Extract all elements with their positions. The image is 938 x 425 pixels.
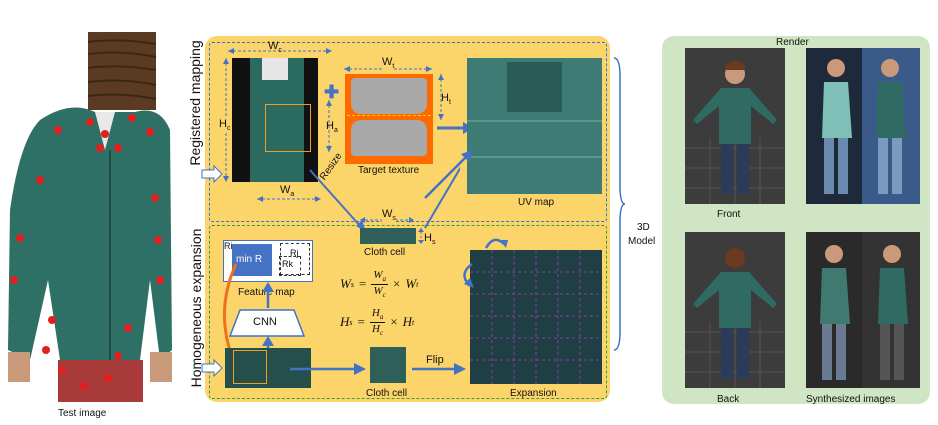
cnn-block	[228, 309, 306, 337]
front-caption: Front	[717, 209, 741, 220]
cloth-cell-bottom-caption: Cloth cell	[366, 388, 408, 399]
selected-region-box	[233, 350, 267, 384]
cloth-cell-bottom-image	[370, 347, 406, 383]
input-arrows	[201, 164, 223, 378]
ri-label: Ri	[224, 241, 233, 251]
cnn-to-feature-arrow	[262, 282, 274, 308]
feature-map-caption: Feature map	[238, 287, 295, 298]
uv-map-image	[467, 58, 602, 194]
hc-label: Hc	[219, 118, 231, 133]
rk-box	[279, 256, 301, 276]
back-avatar	[685, 248, 785, 388]
keypoint-markers	[10, 114, 164, 390]
test-image-caption: Test image	[58, 408, 107, 419]
wc-label: Wc	[268, 40, 282, 55]
target-texture-image	[345, 74, 433, 164]
wa-dimension-arrow	[257, 196, 321, 202]
back-caption: Back	[717, 394, 740, 405]
registered-mapping-box	[209, 42, 607, 222]
arrow-cell-to-uv	[424, 150, 473, 199]
region-a-box	[265, 104, 311, 152]
ht-dimension-arrow	[438, 74, 444, 120]
expansion-image	[470, 250, 602, 384]
cloth-cell-top-caption: Cloth cell	[364, 247, 406, 258]
synth-caption: Synthesized images	[806, 394, 896, 405]
synth-image-1	[806, 48, 862, 204]
test-image	[0, 30, 175, 402]
cnn-label: CNN	[253, 316, 277, 328]
hoodie-crop-image	[232, 58, 318, 182]
strip-to-cell-arrow	[290, 363, 366, 375]
target-texture-caption: Target texture	[358, 165, 420, 176]
hoodie-person-illustration	[8, 32, 172, 402]
ws-label: Ws	[382, 208, 396, 223]
render-title: Render	[776, 37, 809, 48]
plus-icon: ✚	[324, 82, 340, 102]
ht-label: Ht	[441, 92, 451, 107]
ha-label: Ha	[326, 120, 338, 135]
wa-label: Wa	[280, 184, 295, 199]
uv-map-caption: UV map	[518, 197, 555, 208]
hs-dimension-arrow	[418, 228, 424, 244]
expansion-caption: Expansion	[510, 388, 557, 399]
rj-box	[280, 243, 310, 275]
rotate-arrow-top	[484, 238, 508, 249]
synth-avatar-1	[822, 59, 852, 194]
min-r-label: min R	[236, 254, 263, 265]
synth-image-2	[862, 48, 920, 204]
expansion-grid	[470, 250, 602, 384]
synth-avatar-4	[878, 245, 908, 380]
model-label-line1: 3D	[637, 222, 650, 233]
cloth-cell-top-image	[360, 228, 416, 244]
right-brace	[613, 57, 626, 351]
cell-to-expansion-arrow	[412, 363, 466, 375]
flip-label: Flip	[426, 354, 444, 366]
synth-image-4	[862, 232, 920, 388]
ha-dimension-arrow	[326, 100, 332, 152]
synth-avatar-3	[820, 245, 850, 380]
rj-label: Rj	[290, 248, 299, 258]
synth-image-3	[806, 232, 862, 388]
min-r-block	[232, 244, 272, 276]
hs-label: Hs	[424, 232, 436, 247]
rk-label: Rk	[282, 259, 293, 269]
rotate-arrow-left	[463, 262, 474, 288]
homogeneous-expansion-box	[209, 225, 607, 399]
front-render-image	[685, 48, 785, 204]
wc-dimension-arrow	[228, 48, 332, 54]
wt-label: Wt	[382, 56, 395, 71]
back-render-image	[685, 232, 785, 388]
front-avatar	[685, 61, 785, 204]
model-label-line2: Model	[628, 236, 656, 247]
synth-avatar-2	[876, 59, 906, 194]
